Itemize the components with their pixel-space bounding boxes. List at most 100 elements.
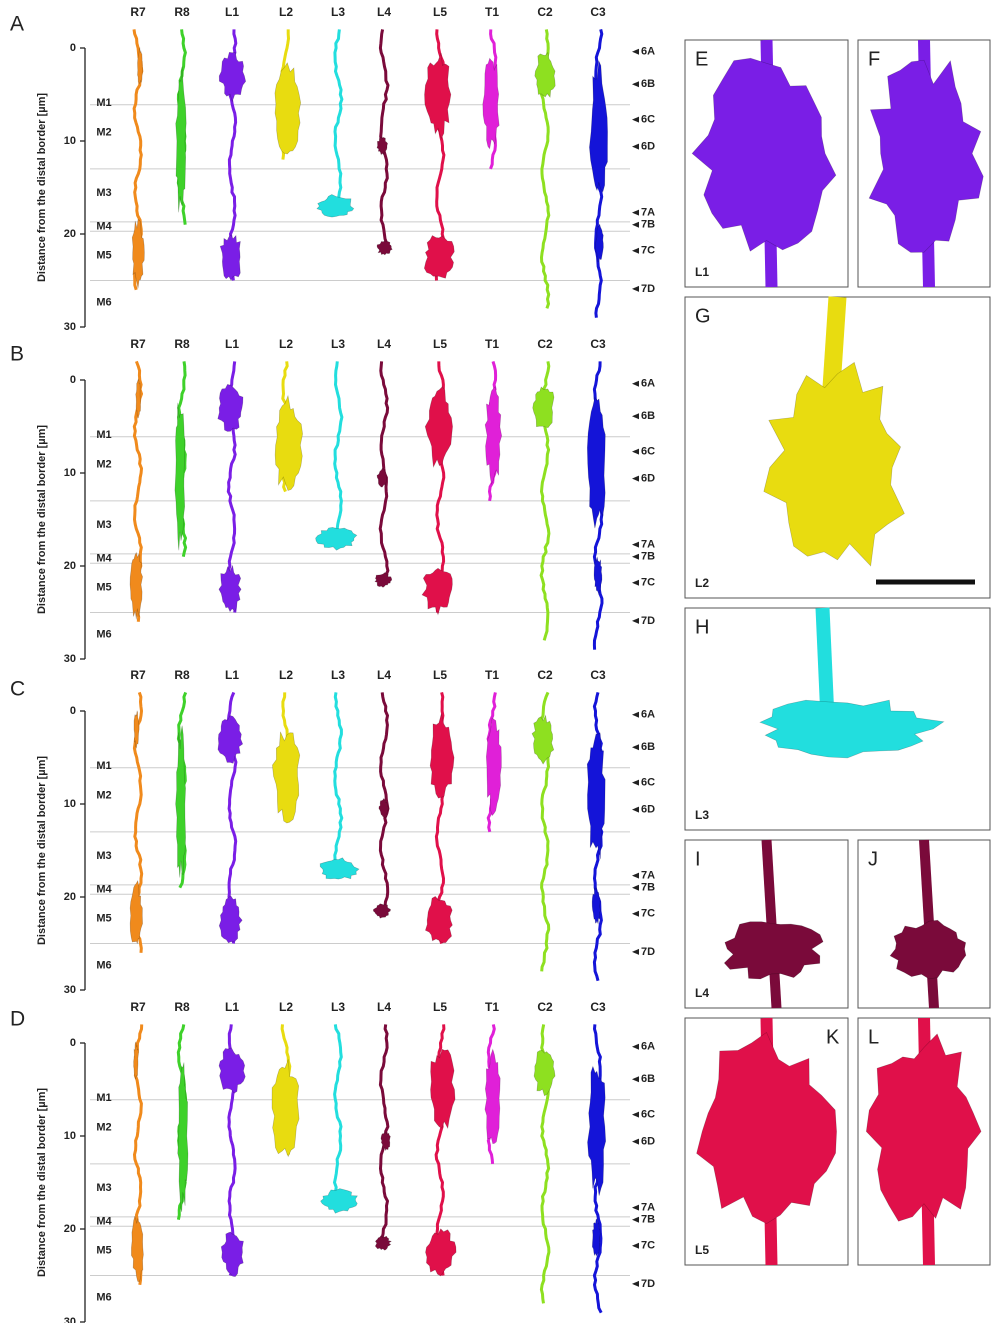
marker-arrow	[632, 711, 639, 718]
neuron-label: R8	[174, 668, 190, 682]
marker-arrow	[632, 116, 639, 123]
neuron-arbor	[482, 57, 500, 150]
neuron-arbor	[485, 717, 502, 817]
neuron-label: R7	[130, 668, 146, 682]
neuron-arbor	[586, 396, 606, 529]
panel-letter: D	[10, 1008, 25, 1031]
marker-label: 6D	[641, 1135, 655, 1147]
neuron-arbor	[533, 1050, 556, 1097]
marker-arrow	[632, 553, 639, 560]
neuron-arbor	[274, 394, 303, 491]
neuron-label: C2	[537, 1000, 553, 1014]
marker-label: 6A	[641, 378, 655, 390]
neuron-arbor	[376, 240, 393, 256]
layer-label: M6	[96, 960, 111, 972]
marker-label: 7B	[641, 882, 655, 894]
inset-letter: I	[695, 848, 701, 870]
inset-neuron	[889, 919, 967, 980]
marker-arrow	[632, 413, 639, 420]
axis-tick-label: 0	[70, 1037, 76, 1049]
neuron-arbor	[424, 386, 453, 469]
inset-letter: G	[695, 305, 711, 327]
axis-label: Distance from the distal border [µm]	[36, 1088, 48, 1277]
neuron-arbor	[376, 136, 388, 156]
inset-label: L2	[695, 576, 709, 590]
layer-label: M4	[96, 220, 112, 232]
neuron-arbor	[376, 468, 388, 488]
neuron-label: L2	[279, 668, 293, 682]
neuron-arbor	[316, 194, 355, 218]
neuron-arbor	[484, 386, 503, 485]
marker-label: 7A	[641, 870, 655, 882]
neuron-label: T1	[485, 337, 499, 351]
neuron-arbor	[586, 732, 606, 860]
axis-tick-label: 30	[64, 1316, 76, 1323]
axis-tick-label: 20	[64, 891, 76, 903]
marker-arrow	[632, 948, 639, 955]
inset-label: L1	[695, 265, 709, 279]
marker-arrow	[632, 1242, 639, 1249]
layer-label: M2	[96, 790, 111, 802]
neuron-arbor	[319, 857, 360, 880]
neuron-arbor	[131, 1215, 144, 1283]
inset-letter: F	[868, 48, 880, 70]
marker-arrow	[632, 1076, 639, 1083]
neuron-label: C3	[590, 668, 606, 682]
marker-arrow	[632, 617, 639, 624]
neuron-label: C2	[537, 5, 553, 19]
marker-arrow	[632, 1204, 639, 1211]
inset-letter: J	[868, 848, 878, 870]
inset-label: L3	[695, 808, 709, 822]
neuron-arbor	[175, 66, 187, 213]
inset-letter: L	[868, 1026, 879, 1048]
marker-label: 7A	[641, 1202, 655, 1214]
neuron-arbor	[423, 235, 455, 279]
marker-label: 7B	[641, 551, 655, 563]
layer-label: M1	[96, 1092, 111, 1104]
neuron-label: L2	[279, 1000, 293, 1014]
neuron-arbor	[220, 1231, 244, 1277]
neuron-label: C2	[537, 337, 553, 351]
marker-arrow	[632, 910, 639, 917]
neuron-label: L4	[377, 1000, 391, 1014]
layer-label: M1	[96, 97, 111, 109]
marker-arrow	[632, 209, 639, 216]
neuron-arbor	[424, 52, 452, 140]
neuron-label: L3	[331, 5, 345, 19]
neuron-label: L5	[433, 668, 447, 682]
neuron-label: R8	[174, 337, 190, 351]
neuron-arbor	[274, 62, 302, 155]
marker-label: 6B	[641, 1073, 655, 1085]
marker-label: 6C	[641, 114, 655, 126]
marker-label: 6A	[641, 46, 655, 58]
neuron-label: R7	[130, 5, 146, 19]
layer-label: M6	[96, 1292, 111, 1304]
neuron-fiber	[333, 361, 344, 548]
neuron-label: R8	[174, 5, 190, 19]
layer-label: M1	[96, 429, 111, 441]
marker-label: 6B	[641, 741, 655, 753]
neuron-label: C3	[590, 1000, 606, 1014]
inset-neuron	[868, 59, 984, 253]
marker-label: 7C	[641, 245, 655, 257]
neuron-arbor	[218, 895, 243, 944]
marker-arrow	[632, 1111, 639, 1118]
inset-neuron	[723, 921, 824, 980]
neuron-fiber	[333, 29, 344, 216]
marker-arrow	[632, 143, 639, 150]
marker-label: 7C	[641, 908, 655, 920]
panel-letter: B	[10, 343, 24, 366]
neuron-arbor	[271, 1059, 300, 1158]
axis-tick-label: 0	[70, 705, 76, 717]
inset-neuron	[865, 1033, 982, 1222]
axis-tick-label: 30	[64, 984, 76, 996]
panel-letter: A	[10, 13, 24, 36]
neuron-arbor	[372, 903, 391, 919]
layer-label: M3	[96, 519, 111, 531]
marker-arrow	[632, 448, 639, 455]
inset-neuron	[759, 699, 945, 759]
neuron-arbor	[131, 219, 145, 289]
neuron-label: T1	[485, 668, 499, 682]
marker-label: 6A	[641, 709, 655, 721]
marker-label: 6C	[641, 1109, 655, 1121]
